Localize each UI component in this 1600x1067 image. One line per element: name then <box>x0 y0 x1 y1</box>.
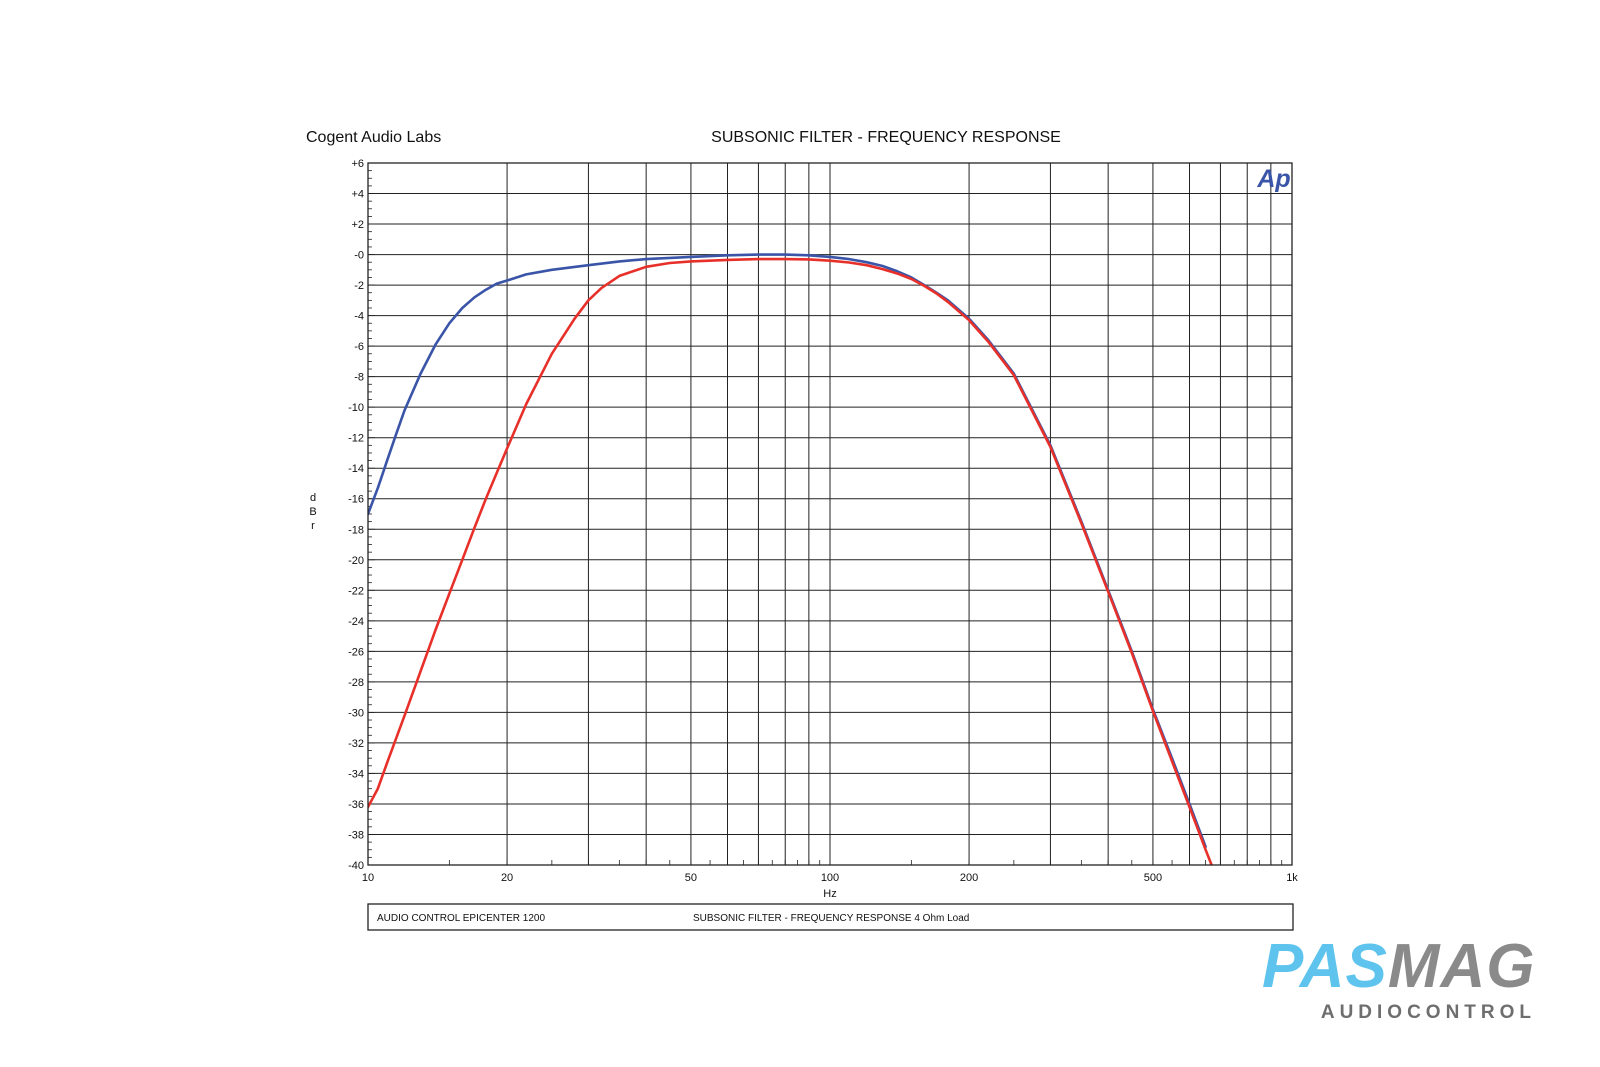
pasmag-mag: MAG <box>1387 932 1536 1001</box>
y-tick-label: -14 <box>348 463 364 475</box>
x-tick-label: 100 <box>821 872 839 884</box>
y-tick-label: -34 <box>348 768 364 780</box>
y-tick-label: -36 <box>348 799 364 811</box>
y-tick-label: -10 <box>348 402 364 414</box>
series-lines <box>368 253 1213 865</box>
y-tick-label: -2 <box>354 280 364 292</box>
y-tick-label: -18 <box>348 524 364 536</box>
footer-device: AUDIO CONTROL EPICENTER 1200 <box>377 913 545 924</box>
y-tick-label: +2 <box>351 219 364 231</box>
axis-ticks: +6 +4 +2 -0 -2 -4 -6 -8 -10 -12 -14 -16 -18 -20 -22 -24… <box>348 158 1298 884</box>
y-axis-label-char: B <box>309 506 316 518</box>
plot-frame <box>367 162 1293 866</box>
x-tick-label: 1k <box>1286 872 1298 884</box>
x-tick-label: 20 <box>501 872 513 884</box>
y-tick-label: -30 <box>348 707 364 719</box>
y-axis-label-char: d <box>310 492 316 504</box>
y-tick-label: -16 <box>348 494 364 506</box>
y-tick-label: -8 <box>354 372 364 384</box>
y-tick-label: -26 <box>348 646 364 658</box>
y-tick-label: -4 <box>354 311 364 323</box>
y-tick-label: +4 <box>351 189 364 201</box>
x-tick-label: 200 <box>960 872 978 884</box>
y-tick-label: -0 <box>354 250 364 262</box>
y-tick-label: -38 <box>348 829 364 841</box>
company-label: Cogent Audio Labs <box>306 129 441 146</box>
y-tick-label: -6 <box>354 341 364 353</box>
y-tick-label: -40 <box>348 860 364 872</box>
y-axis-label-char: r <box>311 520 315 532</box>
y-tick-label: +6 <box>351 158 364 170</box>
pasmag-pas: PAS <box>1262 932 1388 1001</box>
pasmag-wordmark: PASMAG <box>1262 936 1562 998</box>
footer-box <box>367 903 1294 931</box>
footer-description: SUBSONIC FILTER - FREQUENCY RESPONSE 4 O… <box>693 913 969 924</box>
y-tick-label: -28 <box>348 677 364 689</box>
y-tick-label: -32 <box>348 738 364 750</box>
series-line-1 <box>368 253 1207 849</box>
series-line-2 <box>368 257 1213 865</box>
pasmag-logo: PASMAG AUDIOCONTROL <box>1262 936 1562 1024</box>
grid <box>368 163 1292 865</box>
pasmag-subtitle: AUDIOCONTROL <box>1320 1002 1536 1023</box>
y-tick-label: -20 <box>348 555 364 567</box>
y-tick-label: -12 <box>348 433 364 445</box>
y-tick-label: -22 <box>348 585 364 597</box>
ap-logo: Ap <box>1256 165 1290 193</box>
y-axis-label: dBr <box>309 492 316 532</box>
chart-title: SUBSONIC FILTER - FREQUENCY RESPONSE <box>711 129 1061 146</box>
y-tick-label: -24 <box>348 616 364 628</box>
x-tick-label: 10 <box>362 872 374 884</box>
x-axis-label: Hz <box>823 888 836 900</box>
x-tick-label: 500 <box>1144 872 1162 884</box>
x-tick-label: 50 <box>685 872 697 884</box>
